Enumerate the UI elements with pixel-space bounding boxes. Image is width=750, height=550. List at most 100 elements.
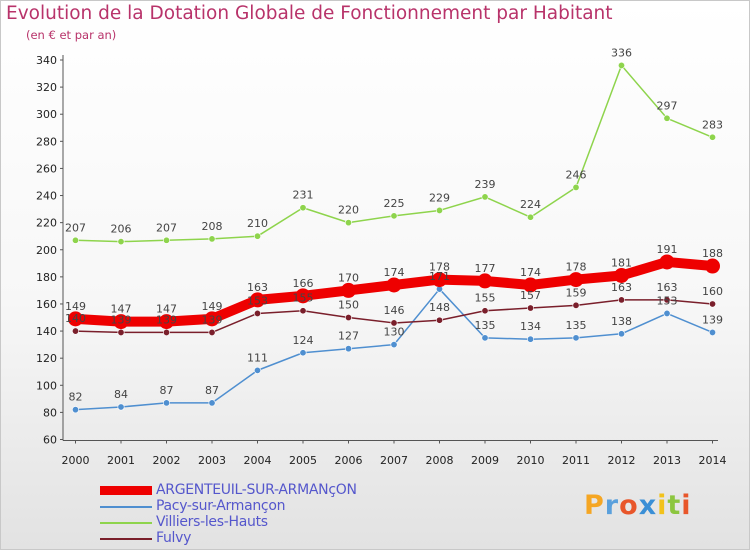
data-point [254,232,262,240]
data-point [117,403,125,411]
data-label: 130 [384,326,405,339]
data-point [208,399,216,407]
legend-label: Villiers-les-Hauts [156,514,268,530]
logo-letter: P [584,490,605,521]
logo-letter: r [604,490,620,521]
x-tick-label: 2010 [517,454,545,467]
data-label: 84 [114,388,128,401]
data-point [72,406,80,414]
data-point [435,206,443,214]
legend-swatch [100,522,152,524]
x-tick-label: 2004 [244,454,272,467]
data-point [481,307,489,315]
x-tick-label: 2000 [62,454,90,467]
data-label: 155 [475,292,496,305]
data-point [159,314,174,330]
legend-swatch [100,538,152,540]
data-label: 181 [611,257,632,270]
data-label: 225 [384,197,405,210]
data-point [295,288,311,304]
data-point [572,183,580,191]
data-point [659,254,675,270]
data-label: 159 [566,286,587,299]
chart-title: Evolution de la Dotation Globale de Fonc… [6,3,613,24]
logo-letter: i [681,490,692,521]
data-label: 191 [657,243,678,256]
x-tick-label: 2013 [653,454,681,467]
data-label: 207 [65,221,86,234]
y-tick-label: 140 [36,325,57,338]
data-point [568,272,584,288]
data-label: 87 [160,384,174,397]
data-label: 139 [202,313,223,326]
data-label: 174 [520,266,541,279]
data-label: 188 [702,247,723,260]
data-label: 139 [156,313,177,326]
data-point [299,307,307,315]
data-point [526,304,534,312]
data-label: 138 [611,315,632,328]
data-point [708,133,716,141]
data-label: 153 [657,294,678,307]
data-point [708,328,716,336]
data-label: 231 [293,189,314,202]
data-point [481,193,489,201]
data-label: 160 [702,285,723,298]
proxiti-logo: Proxiti [584,490,692,521]
data-point [72,236,80,244]
data-label: 171 [429,270,450,283]
data-label: 336 [611,46,632,59]
data-label: 220 [338,204,359,217]
y-tick-label: 200 [36,244,57,257]
y-tick-label: 340 [36,54,57,67]
x-tick-label: 2006 [335,454,363,467]
y-tick-label: 240 [36,190,57,203]
data-label: 149 [65,300,86,313]
data-point [617,296,625,304]
data-label: 210 [247,217,268,230]
data-point [390,341,398,349]
data-point [208,235,216,243]
data-label: 82 [69,391,83,404]
data-label: 206 [111,223,132,236]
data-point [208,328,216,336]
data-point [299,204,307,212]
y-tick-label: 60 [43,434,57,447]
data-point [386,277,402,293]
data-point [204,311,220,327]
data-label: 163 [611,281,632,294]
series-3 [72,61,716,246]
data-label: 134 [520,320,541,333]
data-point [663,296,671,304]
data-label: 147 [111,303,132,316]
data-point [344,219,352,227]
data-point [68,311,83,327]
chart-subtitle: (en € et par an) [26,28,117,42]
data-point [254,309,262,317]
series-4 [72,296,716,336]
x-tick-label: 2001 [107,454,135,467]
data-point [299,349,307,357]
data-label: 140 [65,312,86,325]
logo-letter: x [638,490,658,521]
legend-swatch [100,486,152,495]
data-point [523,277,538,293]
data-label: 139 [702,313,723,326]
data-label: 229 [429,191,450,204]
data-label: 149 [202,300,223,313]
logo-letter: i [657,490,668,521]
x-tick-label: 2008 [426,454,454,467]
data-label: 148 [429,301,450,314]
series-2 [72,285,716,414]
y-tick-label: 100 [36,379,57,392]
data-point [254,366,262,374]
data-label: 239 [475,178,496,191]
data-point [344,345,352,353]
legend-swatch [100,506,152,508]
y-tick-label: 180 [36,271,57,284]
data-label: 139 [111,313,132,326]
data-label: 135 [566,319,587,332]
data-label: 155 [293,292,314,305]
logo-letter: t [667,490,682,521]
data-point [163,328,171,336]
